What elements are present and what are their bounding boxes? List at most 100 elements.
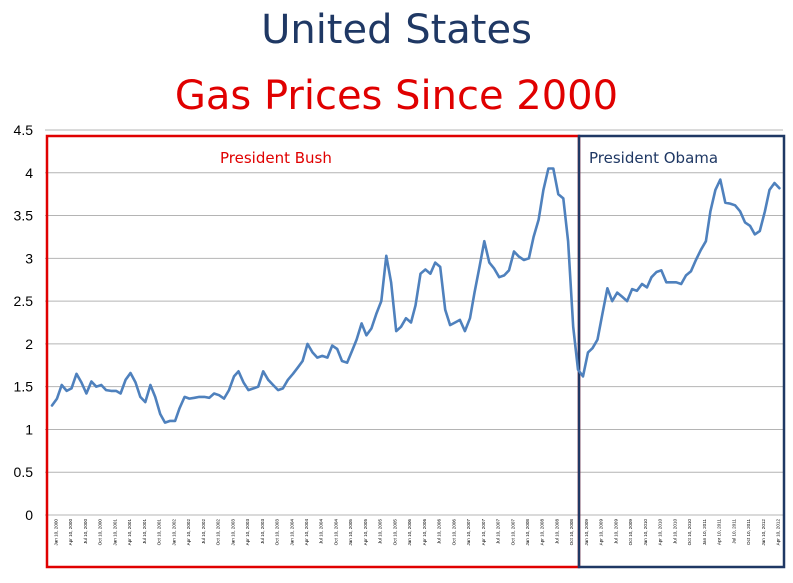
x-tick-label: Jul 10, 2000 bbox=[83, 519, 88, 544]
data-point bbox=[395, 330, 398, 332]
data-point bbox=[429, 272, 432, 275]
data-point bbox=[351, 349, 353, 352]
data-point bbox=[744, 221, 746, 224]
presidency-regions: President Bush President Obama bbox=[45, 134, 786, 569]
data-point bbox=[778, 187, 781, 190]
data-point bbox=[498, 276, 501, 279]
data-point bbox=[129, 372, 132, 374]
x-tick-label: Apr 10, 2000 bbox=[68, 519, 73, 546]
data-point bbox=[542, 189, 545, 191]
data-point bbox=[660, 269, 663, 272]
y-tick-label: 4.5 bbox=[14, 122, 34, 138]
data-point bbox=[650, 276, 653, 279]
x-tick-label: Jan 10, 2002 bbox=[171, 519, 176, 546]
data-point bbox=[611, 300, 614, 302]
data-point bbox=[562, 197, 565, 200]
chart-subtitle: Gas Prices Since 2000 bbox=[174, 73, 619, 119]
data-point bbox=[164, 421, 166, 424]
data-point bbox=[577, 368, 579, 371]
x-tick-label: Apr 10, 2008 bbox=[540, 519, 545, 546]
data-point bbox=[292, 372, 294, 375]
data-point bbox=[115, 390, 117, 392]
x-tick-label: Oct 10, 2011 bbox=[746, 519, 751, 545]
data-point bbox=[719, 178, 722, 181]
x-tick-label: Jan 10, 2005 bbox=[348, 519, 353, 546]
x-tick-label: Apr 10, 2011 bbox=[717, 519, 722, 545]
data-point bbox=[596, 338, 599, 341]
data-point bbox=[665, 281, 668, 284]
data-point bbox=[306, 343, 309, 345]
data-point bbox=[296, 366, 299, 369]
data-point bbox=[739, 210, 741, 213]
x-tick-label: Jul 10, 2009 bbox=[613, 519, 618, 544]
data-point bbox=[705, 240, 707, 243]
y-tick-label: 0.5 bbox=[14, 464, 34, 480]
data-point bbox=[655, 271, 658, 273]
data-point bbox=[247, 389, 250, 391]
y-tick-label: 1 bbox=[25, 421, 33, 437]
x-tick-label: Oct 10, 2003 bbox=[275, 519, 280, 546]
data-point bbox=[203, 396, 206, 398]
data-point bbox=[626, 300, 628, 302]
x-tick-label: Jul 10, 2003 bbox=[260, 519, 265, 544]
data-point bbox=[233, 375, 235, 378]
data-point bbox=[90, 380, 93, 383]
y-tick-label: 3 bbox=[25, 250, 33, 266]
data-point bbox=[124, 378, 127, 381]
data-point bbox=[208, 396, 211, 399]
data-point bbox=[144, 401, 147, 403]
x-tick-label: Jul 10, 2007 bbox=[496, 519, 501, 544]
data-point bbox=[601, 313, 604, 315]
price-series bbox=[50, 167, 781, 424]
x-tick-label: Oct 10, 2009 bbox=[628, 519, 633, 546]
data-point bbox=[424, 268, 427, 271]
data-point bbox=[729, 202, 731, 205]
data-point bbox=[110, 390, 112, 392]
data-point bbox=[591, 347, 594, 350]
series-line bbox=[50, 167, 781, 424]
data-point bbox=[316, 356, 319, 359]
data-point bbox=[287, 378, 289, 381]
x-tick-label: Jan 10, 2000 bbox=[54, 519, 59, 546]
x-tick-label: Jan 10, 2004 bbox=[289, 519, 294, 546]
data-point bbox=[213, 392, 216, 395]
x-axis-tick-labels: Jan 10, 2000 Apr 10, 2000 Jul 10, 2000 Oct … bbox=[54, 519, 781, 546]
data-point bbox=[385, 254, 388, 257]
data-point bbox=[282, 387, 284, 390]
data-point bbox=[85, 392, 88, 395]
data-point bbox=[336, 348, 339, 350]
y-tick-label: 0 bbox=[25, 507, 33, 523]
x-tick-label: Oct 10, 2010 bbox=[687, 519, 692, 546]
data-point bbox=[478, 266, 481, 268]
data-point bbox=[454, 321, 456, 324]
data-point bbox=[636, 289, 638, 292]
data-point bbox=[680, 283, 683, 285]
data-point bbox=[459, 319, 461, 321]
data-point bbox=[56, 397, 58, 400]
x-tick-label: Jul 10, 2006 bbox=[437, 519, 442, 544]
data-point bbox=[646, 286, 648, 289]
data-point bbox=[567, 240, 569, 243]
data-point bbox=[764, 210, 766, 213]
x-tick-label: Oct 10, 2001 bbox=[157, 519, 162, 546]
data-point bbox=[134, 381, 137, 384]
data-point bbox=[119, 392, 122, 395]
data-point bbox=[449, 324, 451, 326]
data-point bbox=[380, 300, 383, 302]
data-point bbox=[272, 384, 274, 386]
data-point bbox=[434, 261, 437, 264]
data-point bbox=[493, 267, 496, 270]
data-point bbox=[80, 381, 83, 384]
data-point bbox=[70, 387, 73, 390]
data-point bbox=[414, 304, 417, 307]
data-point bbox=[237, 370, 240, 373]
y-tick-label: 4 bbox=[25, 165, 33, 181]
data-point bbox=[267, 378, 270, 381]
data-point bbox=[252, 387, 255, 390]
data-point bbox=[557, 193, 560, 196]
x-tick-label: Jul 10, 2005 bbox=[378, 519, 383, 544]
price-points bbox=[51, 167, 781, 424]
data-point bbox=[60, 384, 63, 386]
data-point bbox=[183, 396, 186, 398]
